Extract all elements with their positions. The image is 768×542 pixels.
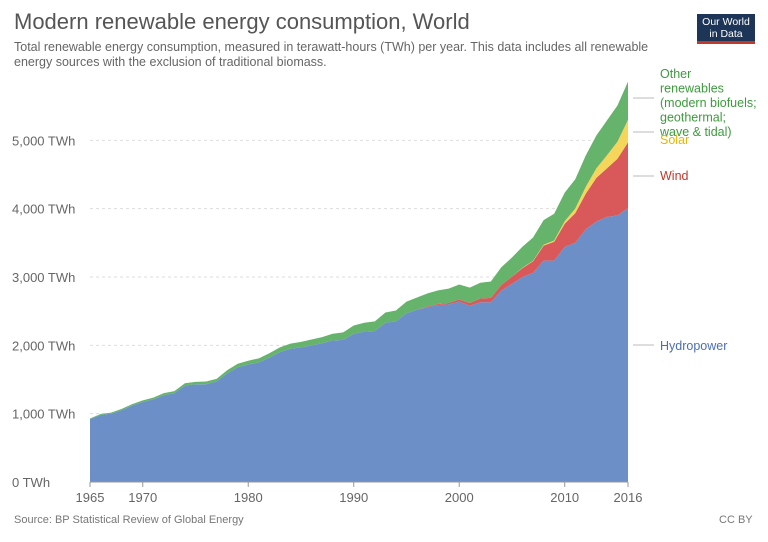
x-tick-label: 1970 [128,490,157,505]
y-tick-label: 5,000 TWh [12,133,75,148]
axes: 0 TWh 1,000 TWh 2,000 TWh 3,000 TWh 4,000 TW… [12,133,642,505]
x-tick-label: 2000 [445,490,474,505]
chart-subtitle: Total renewable energy consumption, meas… [14,40,649,69]
x-tick-label: 1965 [76,490,105,505]
y-tick-label: 3,000 TWh [12,270,75,285]
logo-line-1: Our World [702,16,750,28]
y-tick-label: 4,000 TWh [12,202,75,217]
legend-label-line: Hydropower [660,339,727,353]
legend-label-line: Other [660,67,691,81]
legend-label-solar[interactable]: Solar [660,133,689,147]
area-hydropower[interactable] [90,207,628,483]
legend-label-line: geothermal; [660,111,726,125]
chart-title: Modern renewable energy consumption, Wor… [14,9,470,34]
y-tick-label: 2,000 TWh [12,338,75,353]
owid-logo[interactable]: Our World in Data [697,14,755,44]
x-tick-label: 1990 [339,490,368,505]
legend: Other renewables (modern biofuels; geotherm… [633,67,757,353]
x-tick-label: 2016 [614,490,643,505]
y-tick-label: 0 TWh [12,475,50,490]
y-tick-label: 1,000 TWh [12,407,75,422]
legend-label-line: Solar [660,133,689,147]
legend-label-other[interactable]: Other renewables (modern biofuels; geotherm… [659,67,757,139]
x-tick-label: 1980 [234,490,263,505]
logo-accent-bar [697,41,755,44]
legend-label-hydropower[interactable]: Hydropower [660,339,727,353]
legend-label-line: wave & tidal) [659,125,732,139]
area-other[interactable] [90,81,628,420]
license-note[interactable]: CC BY [719,514,753,526]
legend-label-wind[interactable]: Wind [660,169,689,183]
legend-label-line: (modern biofuels; [660,96,757,110]
x-tick-label: 2010 [550,490,579,505]
legend-label-line: renewables [660,82,724,96]
legend-label-line: Wind [660,169,689,183]
source-note[interactable]: Source: BP Statistical Review of Global … [14,514,244,526]
area-series [90,81,628,483]
logo-line-2: in Data [709,28,743,40]
